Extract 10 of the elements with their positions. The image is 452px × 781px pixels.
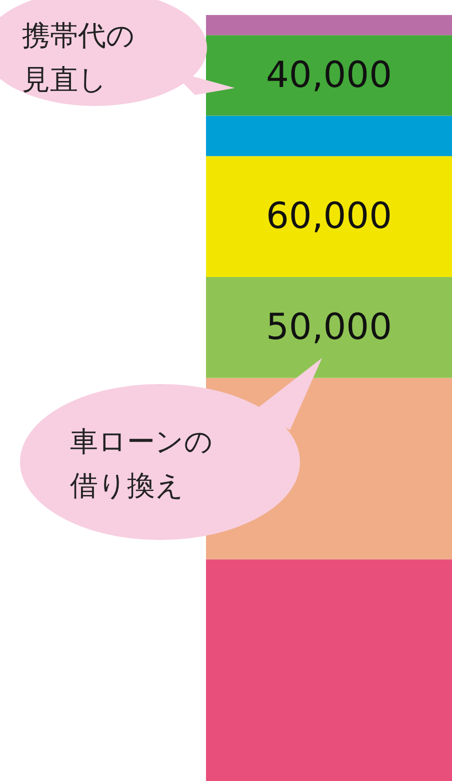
bar: [206, 559, 452, 781]
bar: [206, 116, 452, 156]
bar: [206, 277, 452, 378]
text: 携帯代の見直し: [22, 18, 136, 98]
bar: [206, 156, 452, 278]
bar: [206, 15, 452, 36]
data-label: 50,000: [266, 306, 392, 348]
data-label: 60,000: [266, 196, 392, 238]
annotation: 車ローンの借り換え: [70, 424, 214, 504]
data-label: 40,000: [266, 54, 392, 96]
